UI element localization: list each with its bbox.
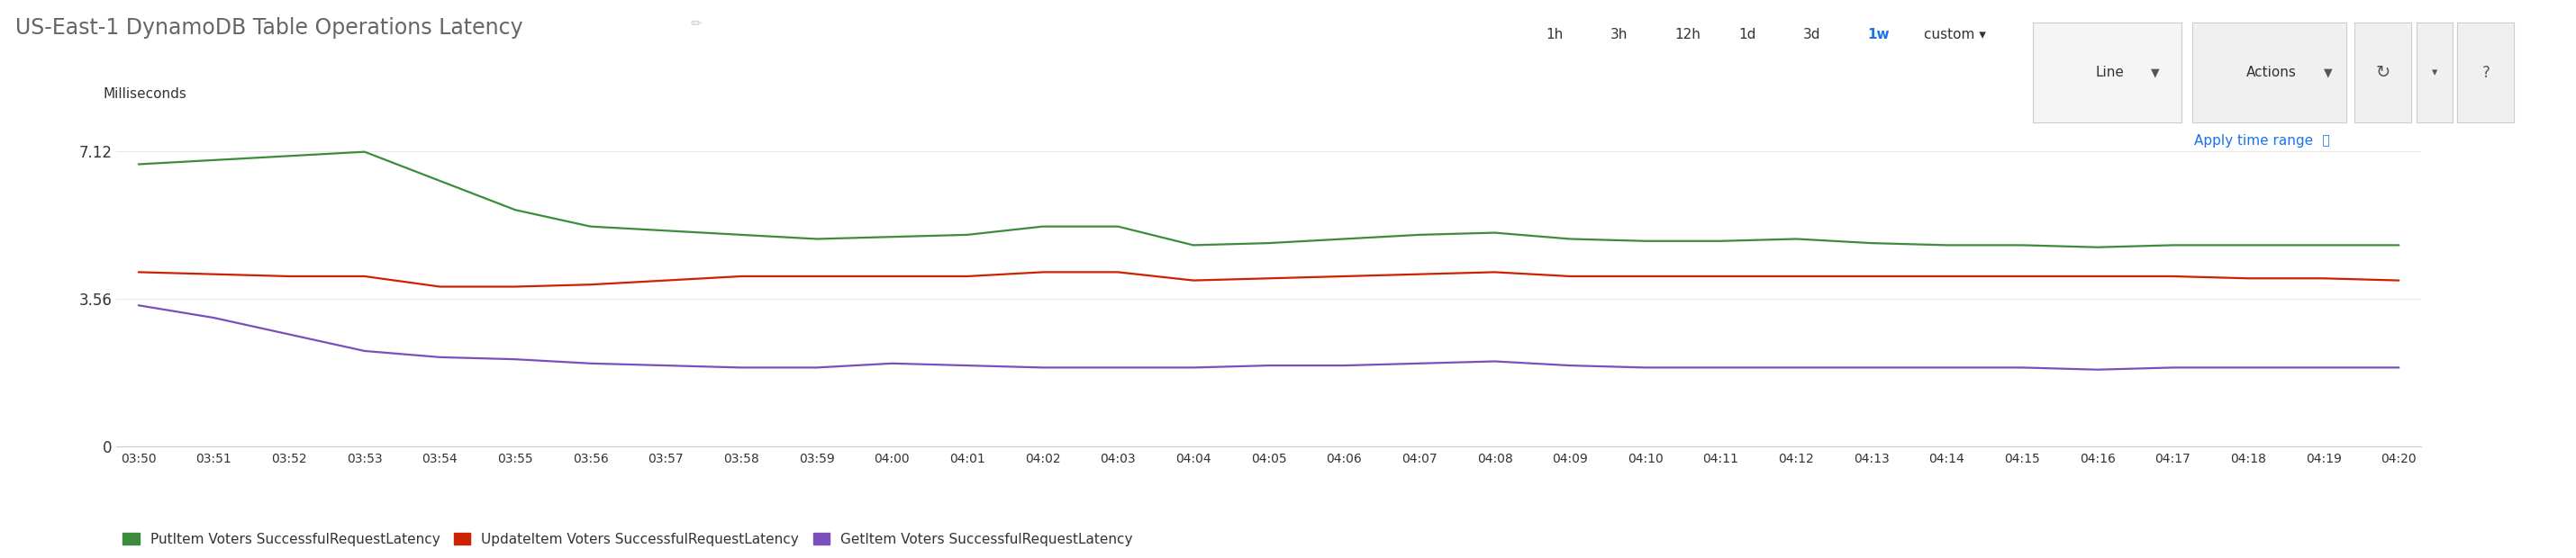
Text: ?: ? (2481, 64, 2491, 81)
Text: 🔍: 🔍 (2318, 134, 2329, 147)
Text: Line: Line (2094, 66, 2125, 79)
Text: Apply time range: Apply time range (2195, 134, 2313, 147)
Legend: PutItem Voters SuccessfulRequestLatency, UpdateItem Voters SuccessfulRequestLate: PutItem Voters SuccessfulRequestLatency,… (124, 533, 1133, 546)
Text: Milliseconds: Milliseconds (103, 87, 185, 100)
Text: ✏: ✏ (690, 17, 701, 30)
Text: US-East-1 DynamoDB Table Operations Latency: US-East-1 DynamoDB Table Operations Late… (15, 17, 523, 39)
Text: ↻: ↻ (2375, 64, 2391, 81)
Text: Actions: Actions (2246, 66, 2298, 79)
Text: ▼: ▼ (2324, 67, 2331, 78)
Text: 3d: 3d (1803, 28, 1821, 41)
Text: 1w: 1w (1868, 28, 1891, 41)
Text: 1d: 1d (1739, 28, 1757, 41)
Text: custom ▾: custom ▾ (1924, 28, 1986, 41)
Text: 12h: 12h (1674, 28, 1700, 41)
Text: ▼: ▼ (2151, 67, 2159, 78)
Text: 1h: 1h (1546, 28, 1564, 41)
Text: 3h: 3h (1610, 28, 1628, 41)
Text: ▾: ▾ (2432, 67, 2437, 78)
